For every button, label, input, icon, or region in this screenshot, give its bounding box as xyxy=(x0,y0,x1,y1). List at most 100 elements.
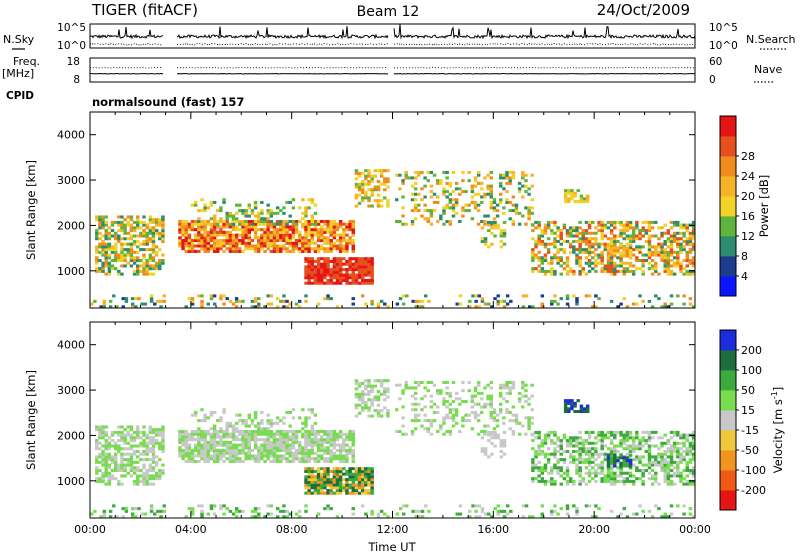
power-cell xyxy=(136,234,140,238)
power-cell xyxy=(638,294,642,298)
velocity-cell xyxy=(107,466,112,470)
velocity-cell xyxy=(559,447,563,451)
velocity-cell xyxy=(117,433,121,437)
power-cell xyxy=(197,230,201,234)
velocity-cell xyxy=(550,441,554,445)
power-cell xyxy=(524,190,528,194)
power-cell xyxy=(104,261,108,265)
velocity-cell xyxy=(354,392,359,396)
power-cell xyxy=(594,261,598,265)
velocity-cell xyxy=(635,444,639,448)
power-cell xyxy=(228,230,233,234)
power-cell xyxy=(107,264,112,268)
power-cell xyxy=(228,247,233,251)
velocity-cell xyxy=(200,512,204,516)
power-cell xyxy=(113,256,118,260)
power-cell xyxy=(335,233,340,237)
power-cell xyxy=(200,236,204,240)
velocity-cell xyxy=(197,451,201,455)
velocity-cell xyxy=(492,410,497,414)
velocity-cell xyxy=(132,444,137,448)
power-cell xyxy=(301,225,305,229)
velocity-cell xyxy=(364,478,368,482)
velocity-cell xyxy=(120,469,124,473)
power-cell xyxy=(480,297,485,301)
velocity-cell xyxy=(257,449,261,453)
velocity-cell xyxy=(559,444,563,448)
power-cell xyxy=(445,206,449,210)
velocity-cell xyxy=(483,386,487,390)
power-cell xyxy=(616,305,620,309)
power-cell xyxy=(238,233,242,237)
velocity-cell xyxy=(342,443,346,447)
power-cell xyxy=(272,211,277,215)
velocity-cell xyxy=(357,486,362,490)
velocity-cell xyxy=(395,429,399,434)
power-cell xyxy=(647,242,652,246)
power-cell xyxy=(316,233,321,237)
velocity-cell xyxy=(455,512,459,516)
velocity-cell xyxy=(104,439,108,443)
velocity-cell xyxy=(622,482,626,486)
power-cell xyxy=(597,256,601,260)
velocity-cell xyxy=(398,397,402,401)
power-cell xyxy=(234,239,239,243)
power-cell xyxy=(426,170,430,175)
velocity-cell xyxy=(310,472,315,476)
velocity-cell xyxy=(647,433,652,437)
velocity-cell xyxy=(537,479,541,483)
velocity-cell xyxy=(357,469,362,473)
velocity-cell xyxy=(654,460,658,464)
colorbar-tick-label: 50 xyxy=(741,384,755,397)
velocity-cell xyxy=(266,443,270,447)
velocity-cell xyxy=(600,436,604,440)
power-cell xyxy=(313,259,318,263)
power-cell xyxy=(499,176,503,180)
power-cell xyxy=(584,248,589,252)
velocity-cell xyxy=(120,460,124,464)
power-cell xyxy=(540,229,545,233)
power-cell xyxy=(493,226,497,230)
power-cell xyxy=(253,228,258,232)
power-cell xyxy=(142,256,146,260)
power-cell xyxy=(486,192,490,196)
velocity-cell xyxy=(231,457,236,461)
power-cell xyxy=(120,226,124,230)
velocity-cell xyxy=(332,438,337,442)
velocity-cell xyxy=(691,447,696,451)
power-cell xyxy=(95,231,99,235)
power-cell xyxy=(142,229,146,233)
power-cell xyxy=(101,269,105,273)
power-cell xyxy=(285,222,289,226)
power-cell xyxy=(129,256,134,260)
power-cell xyxy=(413,192,418,196)
velocity-cell xyxy=(253,507,258,511)
velocity-cell xyxy=(597,455,601,459)
velocity-cell xyxy=(241,449,245,453)
velocity-cell xyxy=(113,458,118,462)
power-cell xyxy=(332,276,337,280)
power-cell xyxy=(546,269,551,273)
power-cell xyxy=(682,248,686,252)
velocity-cell xyxy=(151,482,156,486)
power-cell xyxy=(269,249,274,253)
power-cell xyxy=(222,198,226,202)
power-cell xyxy=(357,193,362,197)
power-cell xyxy=(691,237,696,241)
velocity-cell xyxy=(275,443,280,447)
velocity-cell xyxy=(203,435,207,439)
power-cell xyxy=(546,237,551,241)
power-cell xyxy=(225,219,229,224)
power-cell xyxy=(631,237,636,241)
power-cell xyxy=(145,223,149,227)
velocity-cell xyxy=(676,504,680,508)
power-cell xyxy=(492,206,497,210)
freq-unit-label: [MHz] xyxy=(2,67,34,80)
power-cell xyxy=(132,259,137,263)
power-cell xyxy=(613,226,617,230)
power-cell xyxy=(562,248,567,252)
power-cell xyxy=(511,173,516,177)
velocity-cell xyxy=(376,395,381,399)
velocity-cell xyxy=(540,439,545,443)
power-cell xyxy=(307,262,311,266)
